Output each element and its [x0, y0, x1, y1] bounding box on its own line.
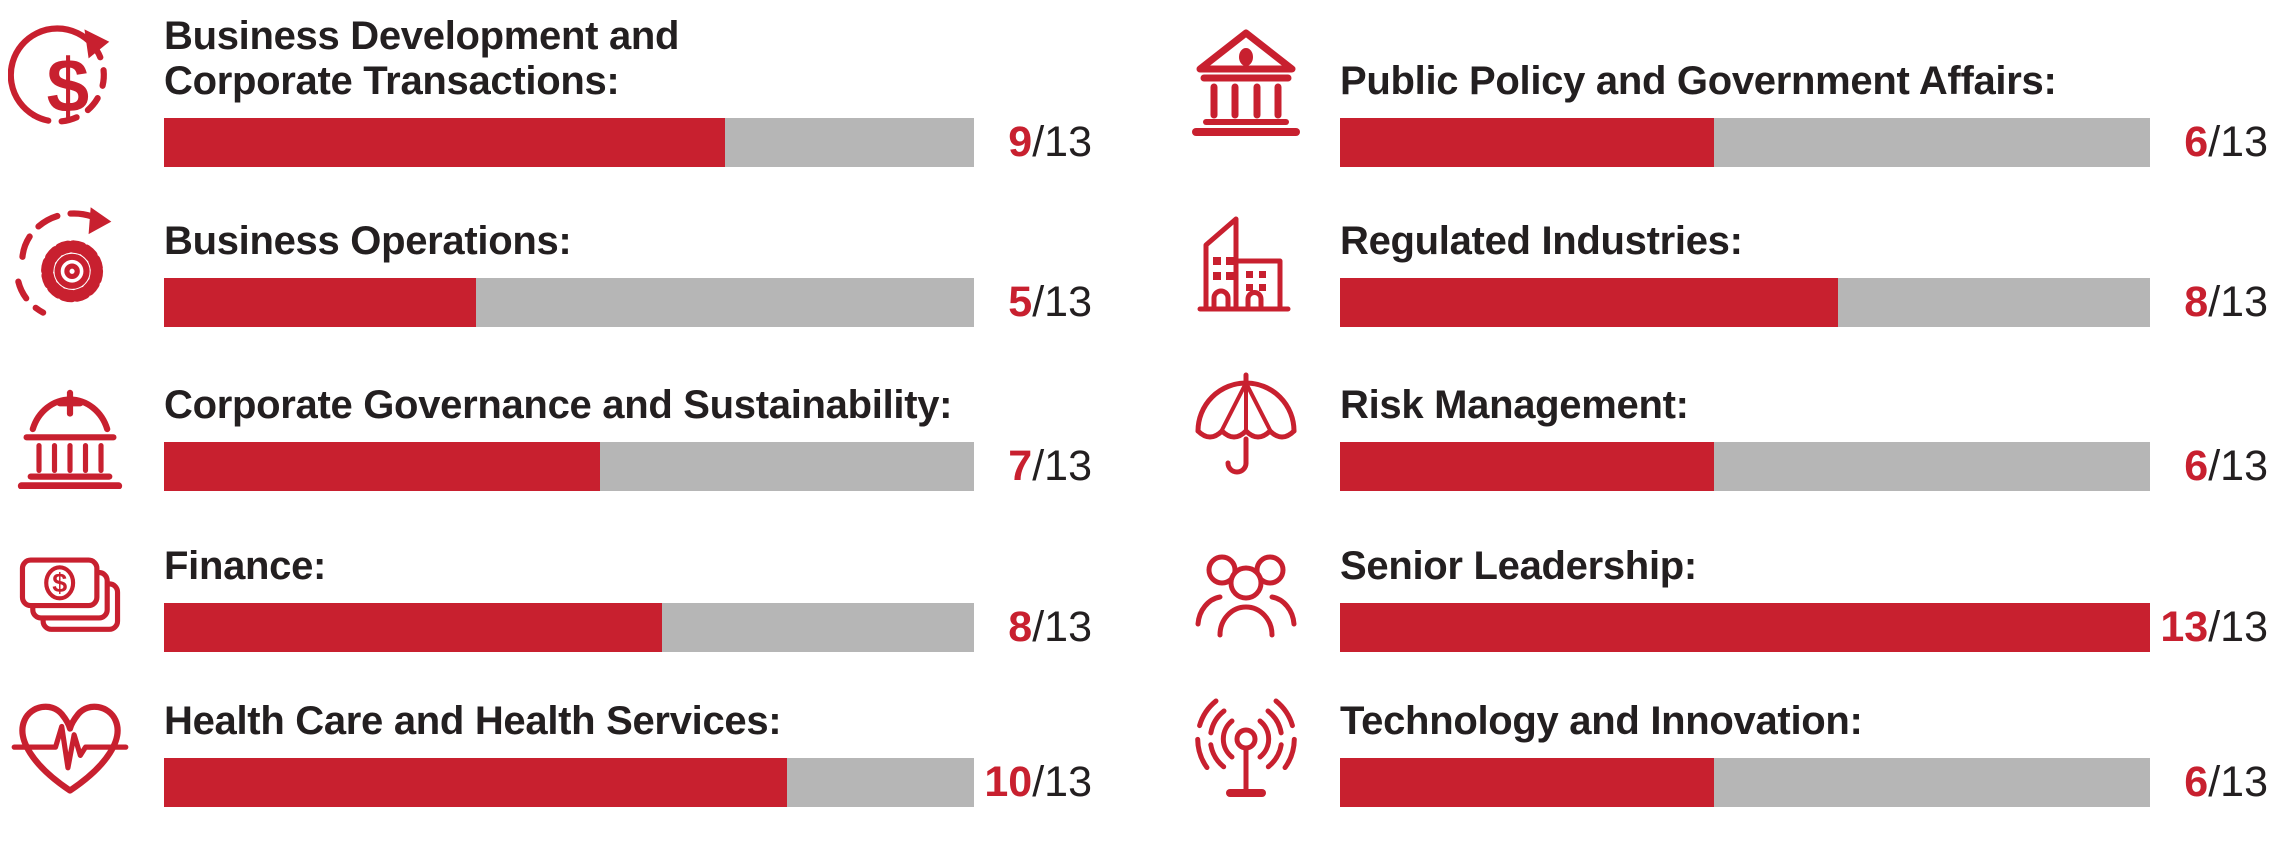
score-bar-fill — [1340, 278, 1839, 327]
category-label: Technology and Innovation: — [1340, 698, 1863, 743]
antenna-signal-icon — [1182, 677, 1310, 809]
score-number: 6 — [2184, 758, 2209, 806]
score-value: 10/13 — [984, 761, 1092, 804]
category-row: Public Policy and Government Affairs: 6/… — [1142, 7, 2284, 167]
score-max: /13 — [1032, 603, 1092, 651]
category-row: Regulated Industries: 8/13 — [1142, 167, 2284, 327]
score-bar-fill — [164, 758, 788, 807]
score-bar-track — [1340, 758, 2150, 807]
category-row: Technology and Innovation: 6/13 — [1142, 647, 2284, 807]
score-max: /13 — [2208, 758, 2268, 806]
people-group-icon — [1182, 522, 1310, 654]
category-label: Regulated Industries: — [1340, 218, 1743, 263]
score-max: /13 — [2208, 278, 2268, 326]
category-row: Business Operations: 5/13 — [0, 167, 1142, 327]
banknotes-icon: $ — [6, 522, 134, 654]
category-row: $ Finance: 8/13 — [0, 492, 1142, 652]
score-number: 9 — [1008, 118, 1033, 166]
score-bar-fill — [1340, 118, 1714, 167]
category-label: Health Care and Health Services: — [164, 698, 782, 743]
score-max: /13 — [2208, 442, 2268, 490]
svg-text:$: $ — [52, 568, 67, 598]
score-bar-fill — [1340, 603, 2150, 652]
category-row: $ Business Development and Corporate Tra… — [0, 7, 1142, 167]
category-row: Health Care and Health Services: 10/13 — [0, 647, 1142, 807]
score-bar-fill — [1340, 442, 1714, 491]
dollar-cycle-icon: $ — [6, 13, 134, 145]
heart-pulse-icon — [6, 677, 134, 809]
left-column: $ Business Development and Corporate Tra… — [0, 7, 1142, 807]
score-number: 6 — [2184, 442, 2209, 490]
score-value: 7/13 — [1008, 445, 1092, 488]
score-bar-track — [164, 603, 974, 652]
score-bar-fill — [1340, 758, 1714, 807]
category-label: Business Development and Corporate Trans… — [164, 13, 680, 103]
score-bar-fill — [164, 603, 663, 652]
score-value: 8/13 — [1008, 606, 1092, 649]
category-label: Risk Management: — [1340, 382, 1689, 427]
score-bar-track — [1340, 442, 2150, 491]
score-max: /13 — [2208, 603, 2268, 651]
score-bar-track — [164, 278, 974, 327]
score-number: 6 — [2184, 118, 2209, 166]
category-label: Business Operations: — [164, 218, 572, 263]
score-value: 6/13 — [2184, 761, 2268, 804]
score-value: 13/13 — [2160, 606, 2268, 649]
score-value: 6/13 — [2184, 445, 2268, 488]
category-row: Risk Management: 6/13 — [1142, 331, 2284, 491]
score-bar-track — [1340, 118, 2150, 167]
score-number: 10 — [984, 758, 1033, 806]
score-bar-fill — [164, 118, 725, 167]
category-row: Corporate Governance and Sustainability:… — [0, 331, 1142, 491]
score-value: 5/13 — [1008, 281, 1092, 324]
governance-dome-icon — [6, 361, 134, 493]
score-max: /13 — [2208, 118, 2268, 166]
category-label: Finance: — [164, 543, 327, 588]
score-number: 8 — [2184, 278, 2209, 326]
score-bar-fill — [164, 278, 476, 327]
score-value: 6/13 — [2184, 121, 2268, 164]
score-bar-track — [164, 118, 974, 167]
score-max: /13 — [1032, 278, 1092, 326]
government-building-icon — [1182, 13, 1310, 145]
score-number: 7 — [1008, 442, 1033, 490]
score-value: 8/13 — [2184, 281, 2268, 324]
score-max: /13 — [1032, 118, 1092, 166]
category-label: Senior Leadership: — [1340, 543, 1697, 588]
score-bar-fill — [164, 442, 601, 491]
score-max: /13 — [1032, 758, 1092, 806]
category-row: Senior Leadership: 13/13 — [1142, 492, 2284, 652]
score-bar-track — [164, 758, 974, 807]
score-bar-track — [164, 442, 974, 491]
score-value: 9/13 — [1008, 121, 1092, 164]
svg-text:$: $ — [47, 44, 90, 129]
category-label: Public Policy and Government Affairs: — [1340, 58, 2057, 103]
score-number: 8 — [1008, 603, 1033, 651]
right-column: Public Policy and Government Affairs: 6/… — [1142, 0, 2284, 846]
gear-cycle-icon — [6, 197, 134, 329]
score-bar-track — [1340, 603, 2150, 652]
umbrella-icon — [1182, 361, 1310, 493]
score-max: /13 — [1032, 442, 1092, 490]
score-bar-track — [1340, 278, 2150, 327]
buildings-icon — [1182, 197, 1310, 329]
category-label: Corporate Governance and Sustainability: — [164, 382, 953, 427]
score-number: 5 — [1008, 278, 1033, 326]
score-number: 13 — [2160, 603, 2209, 651]
